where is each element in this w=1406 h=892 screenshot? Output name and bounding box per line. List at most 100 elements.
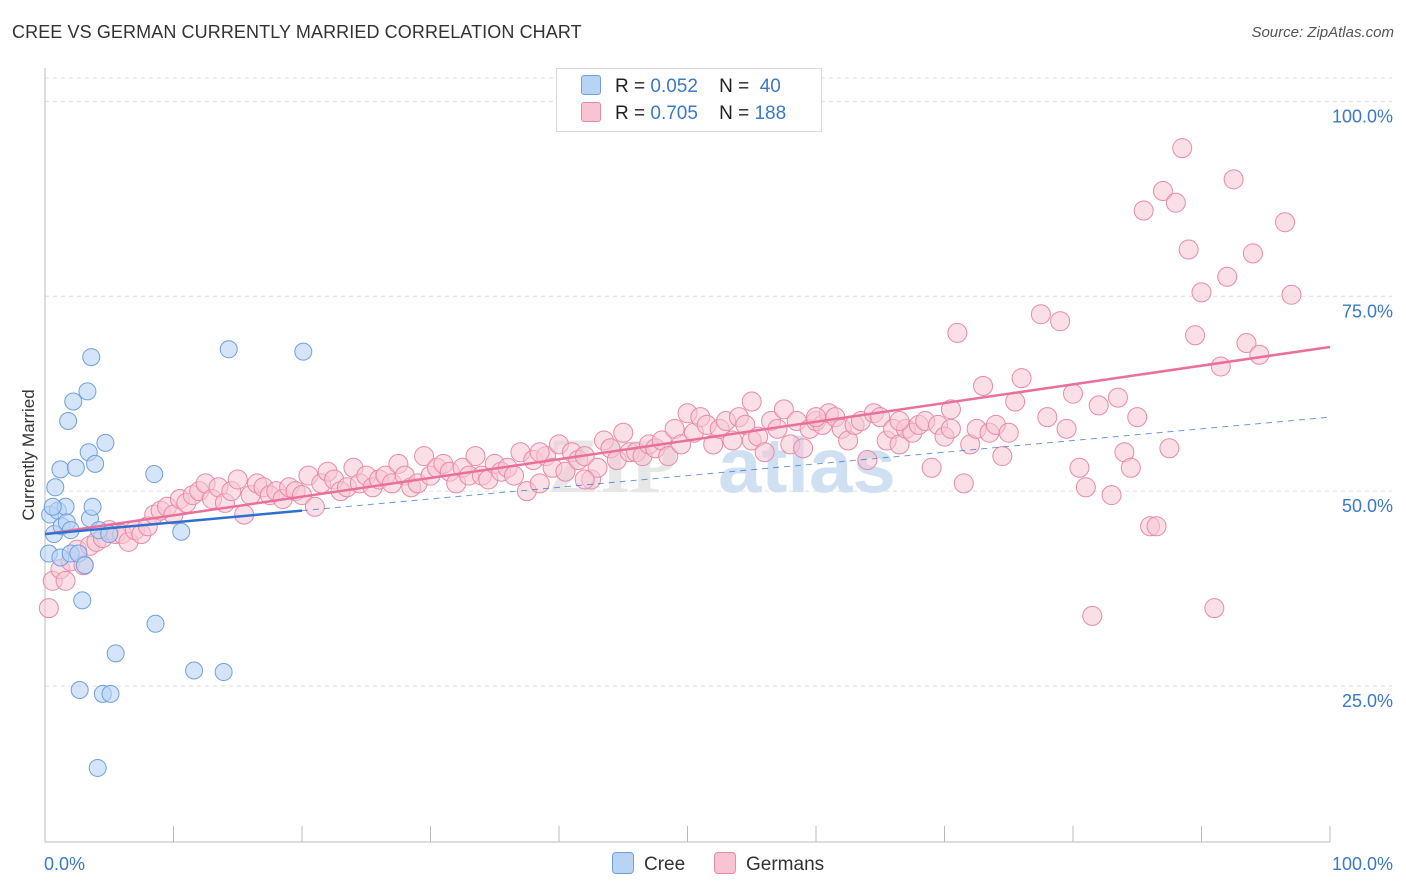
germans-point bbox=[1063, 383, 1083, 404]
cree-point bbox=[75, 556, 94, 575]
germans-point bbox=[1050, 311, 1071, 332]
germans-point bbox=[1120, 457, 1141, 478]
cree-point bbox=[101, 684, 120, 703]
germans-point bbox=[1101, 485, 1122, 506]
cree-point bbox=[172, 522, 191, 541]
germans-point bbox=[658, 446, 679, 467]
germans-point bbox=[1159, 438, 1180, 459]
legend-r-value: 0.705 bbox=[650, 103, 698, 124]
x-tick-label: 100.0% bbox=[1332, 854, 1393, 874]
germans-point bbox=[953, 473, 974, 494]
cree-points bbox=[39, 340, 313, 777]
cree-point bbox=[145, 465, 164, 484]
legend-n-value: 40 bbox=[759, 76, 781, 97]
germans-point bbox=[55, 570, 76, 591]
bottom-legend-germans: Germans bbox=[714, 852, 824, 876]
cree-point bbox=[82, 348, 101, 367]
germans-point bbox=[992, 446, 1013, 467]
germans-point bbox=[1088, 395, 1109, 416]
germans-point bbox=[465, 446, 486, 467]
legend-n-label: N = bbox=[719, 103, 750, 124]
y-tick-label: 75.0% bbox=[1342, 301, 1393, 321]
germans-point bbox=[1133, 200, 1154, 221]
y-tick-label: 25.0% bbox=[1342, 691, 1393, 711]
germans-point bbox=[227, 469, 248, 490]
trend-lines bbox=[44, 345, 1331, 536]
germans-point bbox=[773, 399, 794, 420]
cree-point bbox=[59, 412, 78, 431]
legend-row-cree: R = 0.052 N = 40 bbox=[581, 75, 781, 101]
grid-lines bbox=[45, 77, 1392, 687]
germans-point bbox=[1069, 457, 1090, 478]
legend-n-label: N = bbox=[719, 76, 750, 97]
bottom-legend-label: Cree bbox=[644, 854, 686, 875]
germans-point bbox=[1281, 284, 1302, 305]
cree-point bbox=[185, 661, 204, 680]
cree-point bbox=[86, 454, 105, 473]
legend-n-value: 188 bbox=[754, 103, 787, 124]
germans-point bbox=[1030, 304, 1051, 325]
bottom-legend-label: Germans bbox=[746, 854, 825, 875]
cree-point bbox=[106, 644, 125, 663]
germans-point bbox=[1107, 387, 1128, 408]
germans-point bbox=[793, 438, 814, 459]
germans-point bbox=[754, 442, 775, 463]
germans-point bbox=[587, 457, 608, 478]
cree-point bbox=[73, 591, 92, 610]
chart-title: CREE VS GERMAN CURRENTLY MARRIED CORRELA… bbox=[12, 22, 582, 42]
cree-point bbox=[294, 342, 313, 361]
cree-trend-line bbox=[44, 509, 303, 536]
cree-point bbox=[214, 663, 233, 682]
germans-point bbox=[1165, 192, 1186, 213]
germans-point bbox=[1242, 243, 1263, 264]
germans-point bbox=[504, 465, 525, 486]
cree-point bbox=[66, 458, 85, 477]
x-tick-label: 0.0% bbox=[44, 854, 85, 874]
germans-point bbox=[1037, 407, 1058, 428]
cree-point bbox=[64, 392, 83, 411]
germans-point bbox=[1127, 407, 1148, 428]
germans-point bbox=[1075, 477, 1096, 498]
bottom-legend-cree: Cree bbox=[612, 852, 685, 876]
source-label: Source: ZipAtlas.com bbox=[1251, 24, 1394, 41]
bottom-legend-swatch-cree bbox=[612, 852, 634, 874]
germans-point bbox=[921, 457, 942, 478]
germans-point bbox=[1217, 266, 1238, 287]
legend-r-value: 0.052 bbox=[650, 76, 698, 97]
cree-point bbox=[96, 433, 115, 452]
germans-point bbox=[1236, 333, 1257, 354]
germans-point bbox=[741, 391, 762, 412]
germans-point bbox=[574, 469, 595, 490]
y-tick-label: 100.0% bbox=[1332, 106, 1393, 126]
tick-labels: 25.0% 50.0% 75.0% 100.0% 0.0% 100.0% bbox=[44, 106, 1393, 874]
germans-point bbox=[1185, 325, 1206, 346]
germans-point bbox=[1210, 356, 1231, 377]
axes bbox=[44, 68, 1331, 843]
germans-point bbox=[1204, 598, 1225, 619]
germans-point bbox=[529, 442, 550, 463]
germans-point bbox=[947, 322, 968, 343]
cree-point bbox=[70, 680, 89, 699]
cree-point bbox=[83, 497, 102, 516]
germans-point bbox=[1082, 605, 1103, 626]
germans-trend-line bbox=[44, 345, 1331, 536]
germans-point bbox=[38, 598, 59, 619]
germans-points bbox=[38, 138, 1302, 626]
cree-trend-extension bbox=[301, 416, 1331, 512]
germans-point bbox=[555, 461, 576, 482]
germans-point bbox=[1146, 516, 1167, 537]
cree-point bbox=[78, 382, 97, 401]
cree-point bbox=[219, 340, 238, 359]
germans-point bbox=[1178, 239, 1199, 260]
germans-point bbox=[1172, 138, 1193, 159]
cree-point bbox=[146, 614, 165, 633]
stats-legend: R = 0.052 N = 40 R = 0.705 N = 188 bbox=[556, 68, 822, 132]
germans-point bbox=[973, 375, 994, 396]
germans-point bbox=[857, 450, 878, 470]
germans-point bbox=[1191, 282, 1212, 303]
germans-point bbox=[1223, 169, 1244, 190]
germans-point bbox=[1275, 212, 1296, 233]
germans-point bbox=[889, 411, 910, 432]
bottom-legend-swatch-germans bbox=[714, 852, 736, 874]
